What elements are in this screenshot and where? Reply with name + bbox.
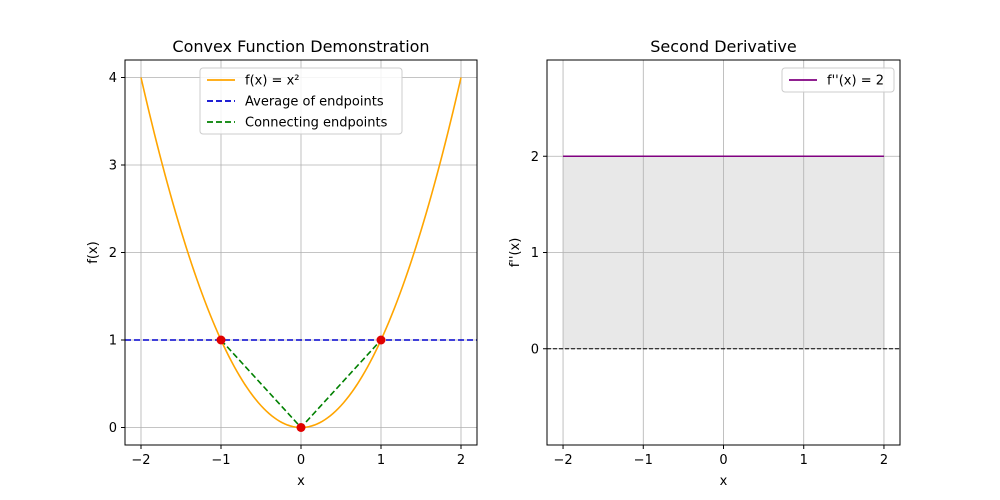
legend-label: Connecting endpoints — [245, 116, 388, 131]
x-tick-label: −2 — [553, 453, 572, 468]
legend: f''(x) = 2 — [781, 67, 895, 93]
legend-box — [199, 67, 403, 135]
legend: f(x) = x² Average of endpoints Connecting … — [199, 67, 403, 135]
x-axis-label: x — [297, 474, 305, 489]
data-point — [216, 335, 226, 345]
x-tick-label: 1 — [377, 453, 385, 468]
y-axis-label: f''(x) — [508, 238, 523, 268]
chart-panel-2: −2 −1 0 1 2 0 1 2 Second Derivative x f''(x) f''(x)… — [508, 37, 901, 489]
legend-label: Average of endpoints — [245, 95, 384, 110]
y-tick-label: 0 — [109, 421, 117, 436]
legend-label: f(x) = x² — [245, 74, 299, 89]
legend-box — [781, 67, 895, 93]
x-tick-label: 2 — [457, 453, 465, 468]
y-tick-label: 1 — [531, 246, 539, 261]
chart-title: Convex Function Demonstration — [172, 37, 429, 56]
x-tick-label: −1 — [211, 453, 230, 468]
x-tick-label: 0 — [297, 453, 305, 468]
y-axis-label: f(x) — [86, 241, 101, 263]
x-tick-label: −2 — [131, 453, 150, 468]
y-tick-label: 2 — [109, 246, 117, 261]
x-axis-label: x — [720, 474, 728, 489]
legend-label: f''(x) = 2 — [827, 74, 884, 89]
chart-title: Second Derivative — [650, 37, 796, 56]
data-point — [376, 335, 386, 345]
y-tick-label: 2 — [531, 150, 539, 165]
y-tick-label: 0 — [531, 342, 539, 357]
y-tick-label: 4 — [109, 71, 117, 86]
data-point — [296, 423, 306, 432]
x-tick-label: 1 — [800, 453, 808, 468]
y-tick-label: 1 — [109, 334, 117, 349]
x-tick-label: 0 — [719, 453, 727, 468]
y-tick-label: 3 — [109, 159, 117, 174]
x-tick-label: −1 — [634, 453, 653, 468]
chart-panel-1: −2 −1 0 1 2 0 1 2 3 4 Convex Function Demonstratio… — [86, 37, 478, 489]
x-tick-label: 2 — [880, 453, 888, 468]
